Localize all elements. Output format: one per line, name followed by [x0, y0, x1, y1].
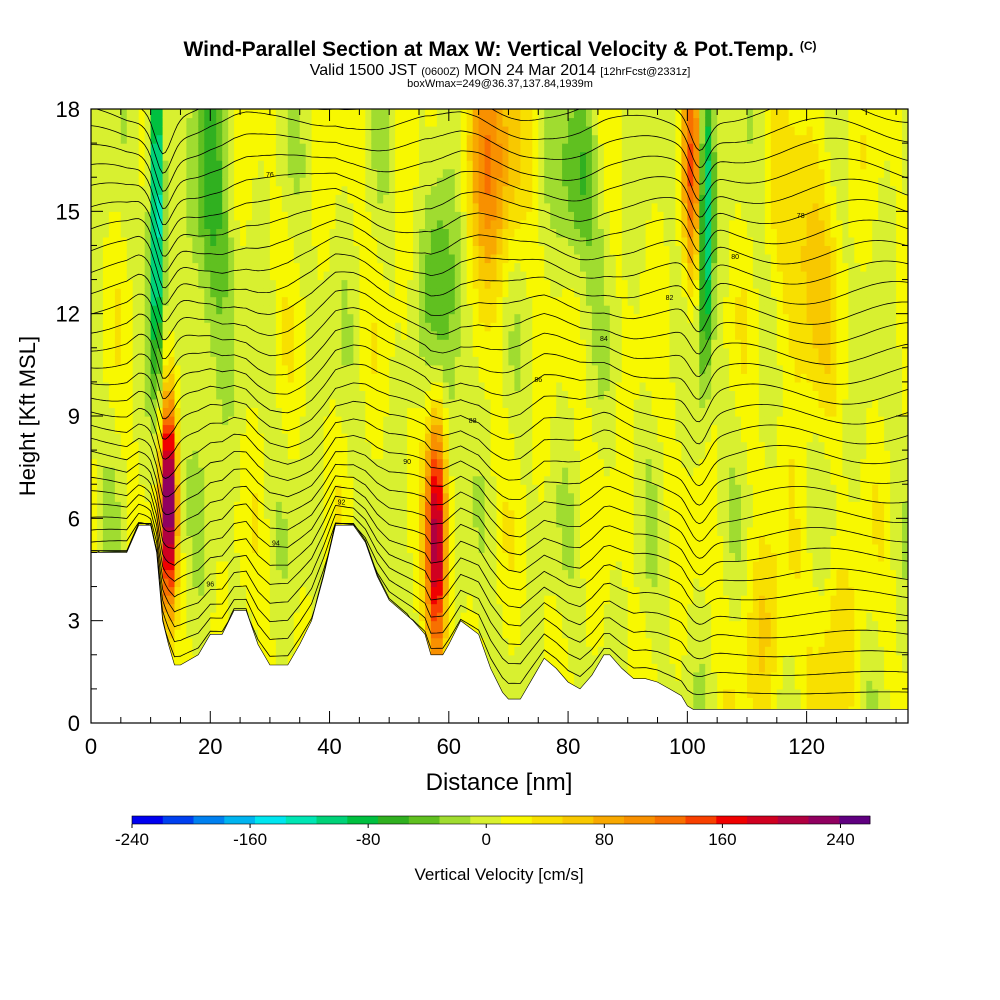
colorbar-swatch: [316, 816, 348, 824]
theta-contours: 96 94 92 90 88 86 84 82 80 78 76: [91, 109, 908, 695]
y-tick-label: 3: [68, 609, 80, 634]
colorbar-swatch: [347, 816, 379, 824]
boxmax-note: boxWmax=249@36.37,137.84,1939m: [407, 78, 593, 90]
x-tick-label: 40: [317, 734, 341, 759]
colorbar-swatch: [624, 816, 656, 824]
y-tick-label: 9: [68, 404, 80, 429]
colorbar-swatch: [224, 816, 256, 824]
copyright-mark: (C): [799, 39, 817, 53]
colorbar-swatch: [285, 816, 317, 824]
colorbar-swatch: [839, 816, 871, 824]
colorbar-tick-label: 160: [708, 830, 736, 849]
colorbar-swatch: [777, 816, 809, 824]
colorbar: -240 -160 -80 0 80 160 240: [115, 815, 871, 849]
y-axis: 0 3 6 9 12 15 18: [56, 97, 908, 736]
colorbar-swatch: [501, 816, 533, 824]
colorbar-swatch: [408, 816, 440, 824]
colorbar-tick-label: 0: [482, 830, 491, 849]
colorbar-tick-label: -240: [115, 830, 149, 849]
x-axis-label: Distance [nm]: [426, 769, 573, 796]
colorbar-swatch: [162, 816, 194, 824]
colorbar-swatch: [654, 816, 686, 824]
colorbar-tick-label: 240: [826, 830, 854, 849]
colorbar-swatch: [439, 816, 471, 824]
y-tick-label: 18: [56, 97, 80, 122]
terrain-mask: [90, 524, 909, 724]
colorbar-swatch: [255, 816, 287, 824]
colorbar-swatch: [716, 816, 748, 824]
theta-contour-label: 88: [469, 418, 477, 425]
colorbar-swatch: [747, 816, 779, 824]
colorbar-swatch: [470, 816, 502, 824]
colorbar-swatch: [808, 816, 840, 824]
colorbar-swatch: [685, 816, 717, 824]
theta-contour-label: 92: [338, 500, 346, 507]
x-tick-label: 120: [788, 734, 825, 759]
y-tick-label: 15: [56, 199, 80, 224]
colorbar-swatch: [562, 816, 594, 824]
colorbar-swatch: [531, 816, 563, 824]
chart-title: Wind-Parallel Section at Max W: Vertical…: [183, 38, 817, 61]
colorbar-tick-label: -80: [356, 830, 381, 849]
y-axis-label: Height [Kft MSL]: [15, 336, 40, 496]
colorbar-swatch: [378, 816, 410, 824]
theta-contour-label: 94: [272, 541, 280, 548]
colorbar-tick-label: -160: [233, 830, 267, 849]
theta-contour-label: 96: [206, 582, 214, 589]
theta-contour-label: 78: [797, 213, 805, 220]
colorbar-swatch: [593, 816, 625, 824]
chart-subtitle: Valid 1500 JST (0600Z) MON 24 Mar 2014 […: [309, 62, 691, 79]
theta-contour-label: 84: [600, 336, 608, 343]
x-tick-label: 100: [669, 734, 706, 759]
y-tick-label: 6: [68, 506, 80, 531]
colorbar-label: Vertical Velocity [cm/s]: [414, 865, 583, 884]
x-tick-label: 80: [556, 734, 580, 759]
theta-contour-label: 82: [666, 295, 674, 302]
theta-contour-label: 86: [534, 377, 542, 384]
colorbar-swatch: [193, 816, 225, 824]
y-tick-label: 0: [68, 711, 80, 736]
x-tick-label: 20: [198, 734, 222, 759]
theta-contour-label: 80: [731, 254, 739, 261]
colorbar-tick-label: 80: [595, 830, 614, 849]
x-tick-label: 0: [85, 734, 97, 759]
x-tick-label: 60: [437, 734, 461, 759]
x-axis: 0 20 40 60 80 100 120: [85, 109, 897, 759]
y-tick-label: 12: [56, 302, 80, 327]
colorbar-swatch: [132, 816, 164, 824]
theta-contour-label: 90: [403, 459, 411, 466]
theta-contour-label: 76: [266, 172, 274, 179]
